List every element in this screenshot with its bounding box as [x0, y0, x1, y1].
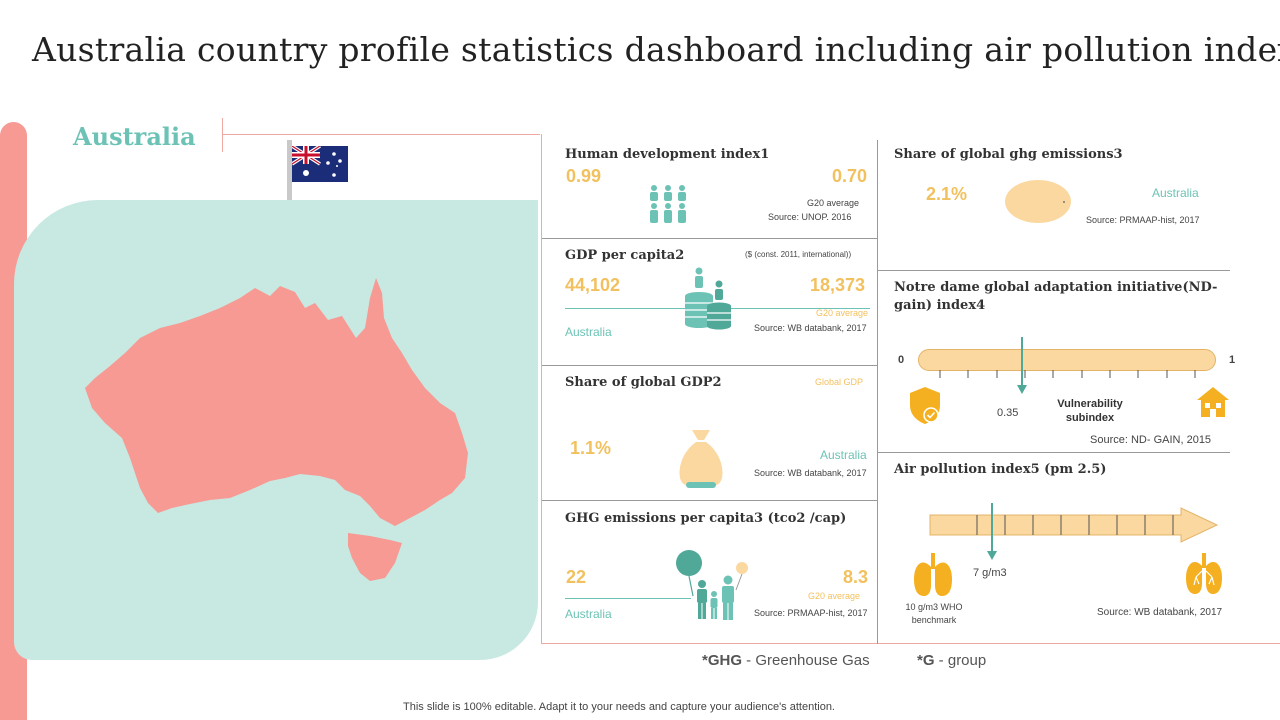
- ghg-capita-g20-label: G20 average: [808, 591, 861, 601]
- footnote-g-text: - group: [934, 652, 987, 669]
- vulnerability-label-line2: subindex: [1065, 412, 1115, 424]
- share-gdp-country-label: Australia: [820, 448, 867, 462]
- connector-vline: [222, 118, 223, 152]
- ghg-capita-title: GHG emissions per capita3 (tco2 /cap): [565, 511, 847, 526]
- footnote-g: *G - group: [917, 652, 986, 669]
- air-title: Air pollution index5 (pm 2.5): [894, 462, 1107, 477]
- footnote-ghg-text: - Greenhouse Gas: [742, 652, 870, 669]
- gdp-source: Source: WB databank, 2017: [754, 323, 867, 333]
- australia-map: [85, 278, 468, 581]
- ndgain-ticks: [939, 370, 1196, 378]
- family-balloons-icon: [676, 550, 748, 620]
- ghg-capita-country-label: Australia: [565, 607, 612, 621]
- gdp-country-label: Australia: [565, 325, 612, 339]
- air-value-marker: [987, 503, 997, 560]
- people-group-icon: [650, 185, 686, 223]
- footnote-ghg: *GHG - Greenhouse Gas: [702, 652, 870, 669]
- divider-4: [878, 270, 1230, 271]
- country-label: Australia: [73, 122, 196, 151]
- gdp-unit: ($ (const. 2011, international)): [745, 250, 852, 259]
- vulnerability-label: Vulnerability subindex: [1040, 397, 1140, 425]
- flag-pole: [287, 140, 292, 200]
- ghg-capita-source: Source: PRMAAP-hist, 2017: [754, 608, 868, 618]
- gdp-title: GDP per capita2: [565, 248, 685, 263]
- dashboard-bottom-border: [541, 643, 1280, 644]
- air-benchmark-label: 10 g/m3 WHO benchmark: [893, 601, 975, 627]
- hdi-g20-value: 0.70: [832, 166, 868, 186]
- divider-2: [542, 365, 877, 366]
- air-source: Source: WB databank, 2017: [1097, 607, 1223, 618]
- share-gdp-source: Source: WB databank, 2017: [754, 468, 867, 478]
- ndgain-min: 0: [898, 354, 905, 366]
- ndgain-value-marker: [1017, 337, 1028, 394]
- air-benchmark-line2: benchmark: [911, 615, 957, 625]
- hdi-source: Source: UNOP. 2016: [768, 212, 852, 222]
- ghg-baseline: [565, 598, 691, 599]
- house-icon: [1197, 387, 1229, 417]
- page-title: Australia country profile statistics das…: [32, 30, 1280, 69]
- lungs-icon: [914, 553, 952, 596]
- share-ghg-value: 2.1%: [926, 184, 968, 204]
- ghg-capita-value: 22: [566, 567, 587, 587]
- ndgain-source: Source: ND- GAIN, 2015: [1090, 434, 1212, 446]
- lungs-icon-right: [1186, 553, 1222, 594]
- air-value: 7 g/m3: [973, 567, 1007, 579]
- gdp-g20-value: 18,373: [810, 275, 866, 295]
- vulnerability-label-line1: Vulnerability: [1057, 398, 1123, 410]
- global-ghg-ellipse: [1005, 180, 1071, 223]
- ghg-capita-g20-value: 8.3: [843, 567, 869, 587]
- australia-share-dot: [1063, 201, 1065, 203]
- shield-check-icon: [910, 387, 940, 424]
- ndgain-title-line2: gain) index4: [894, 298, 986, 313]
- ndgain-max: 1: [1229, 354, 1236, 366]
- hdi-g20-label: G20 average: [807, 198, 860, 208]
- dashboard-left-border: [541, 134, 542, 644]
- share-gdp-value: 1.1%: [570, 438, 612, 458]
- money-bag-icon: [679, 430, 723, 488]
- divider-vertical: [877, 140, 878, 644]
- footnote-g-key: *G: [917, 652, 935, 669]
- divider-1: [542, 238, 877, 239]
- coin-stacks-icon: [685, 267, 731, 330]
- hdi-title: Human development index1: [565, 147, 770, 162]
- connector-hline: [222, 134, 540, 135]
- divider-5: [878, 452, 1230, 453]
- air-arrow: [929, 507, 1219, 543]
- share-ghg-country-label: Australia: [1152, 186, 1199, 200]
- air-benchmark-line1: 10 g/m3 WHO: [905, 602, 963, 612]
- share-gdp-title: Share of global GDP2: [565, 375, 722, 390]
- ndgain-value: 0.35: [997, 407, 1019, 419]
- divider-3: [542, 500, 877, 501]
- share-gdp-global-label: Global GDP: [815, 377, 864, 387]
- share-ghg-title: Share of global ghg emissions3: [894, 147, 1123, 162]
- gdp-value: 44,102: [565, 275, 621, 295]
- share-ghg-source: Source: PRMAAP-hist, 2017: [1086, 215, 1200, 225]
- footer-note: This slide is 100% editable. Adapt it to…: [403, 701, 835, 713]
- footnote-ghg-key: *GHG: [702, 652, 743, 669]
- ndgain-scale-bar: [918, 349, 1216, 371]
- australia-flag-icon: [292, 146, 348, 182]
- gdp-g20-label: G20 average: [816, 308, 869, 318]
- hdi-value: 0.99: [566, 166, 602, 186]
- ndgain-title-line1: Notre dame global adaptation initiative(…: [894, 280, 1218, 295]
